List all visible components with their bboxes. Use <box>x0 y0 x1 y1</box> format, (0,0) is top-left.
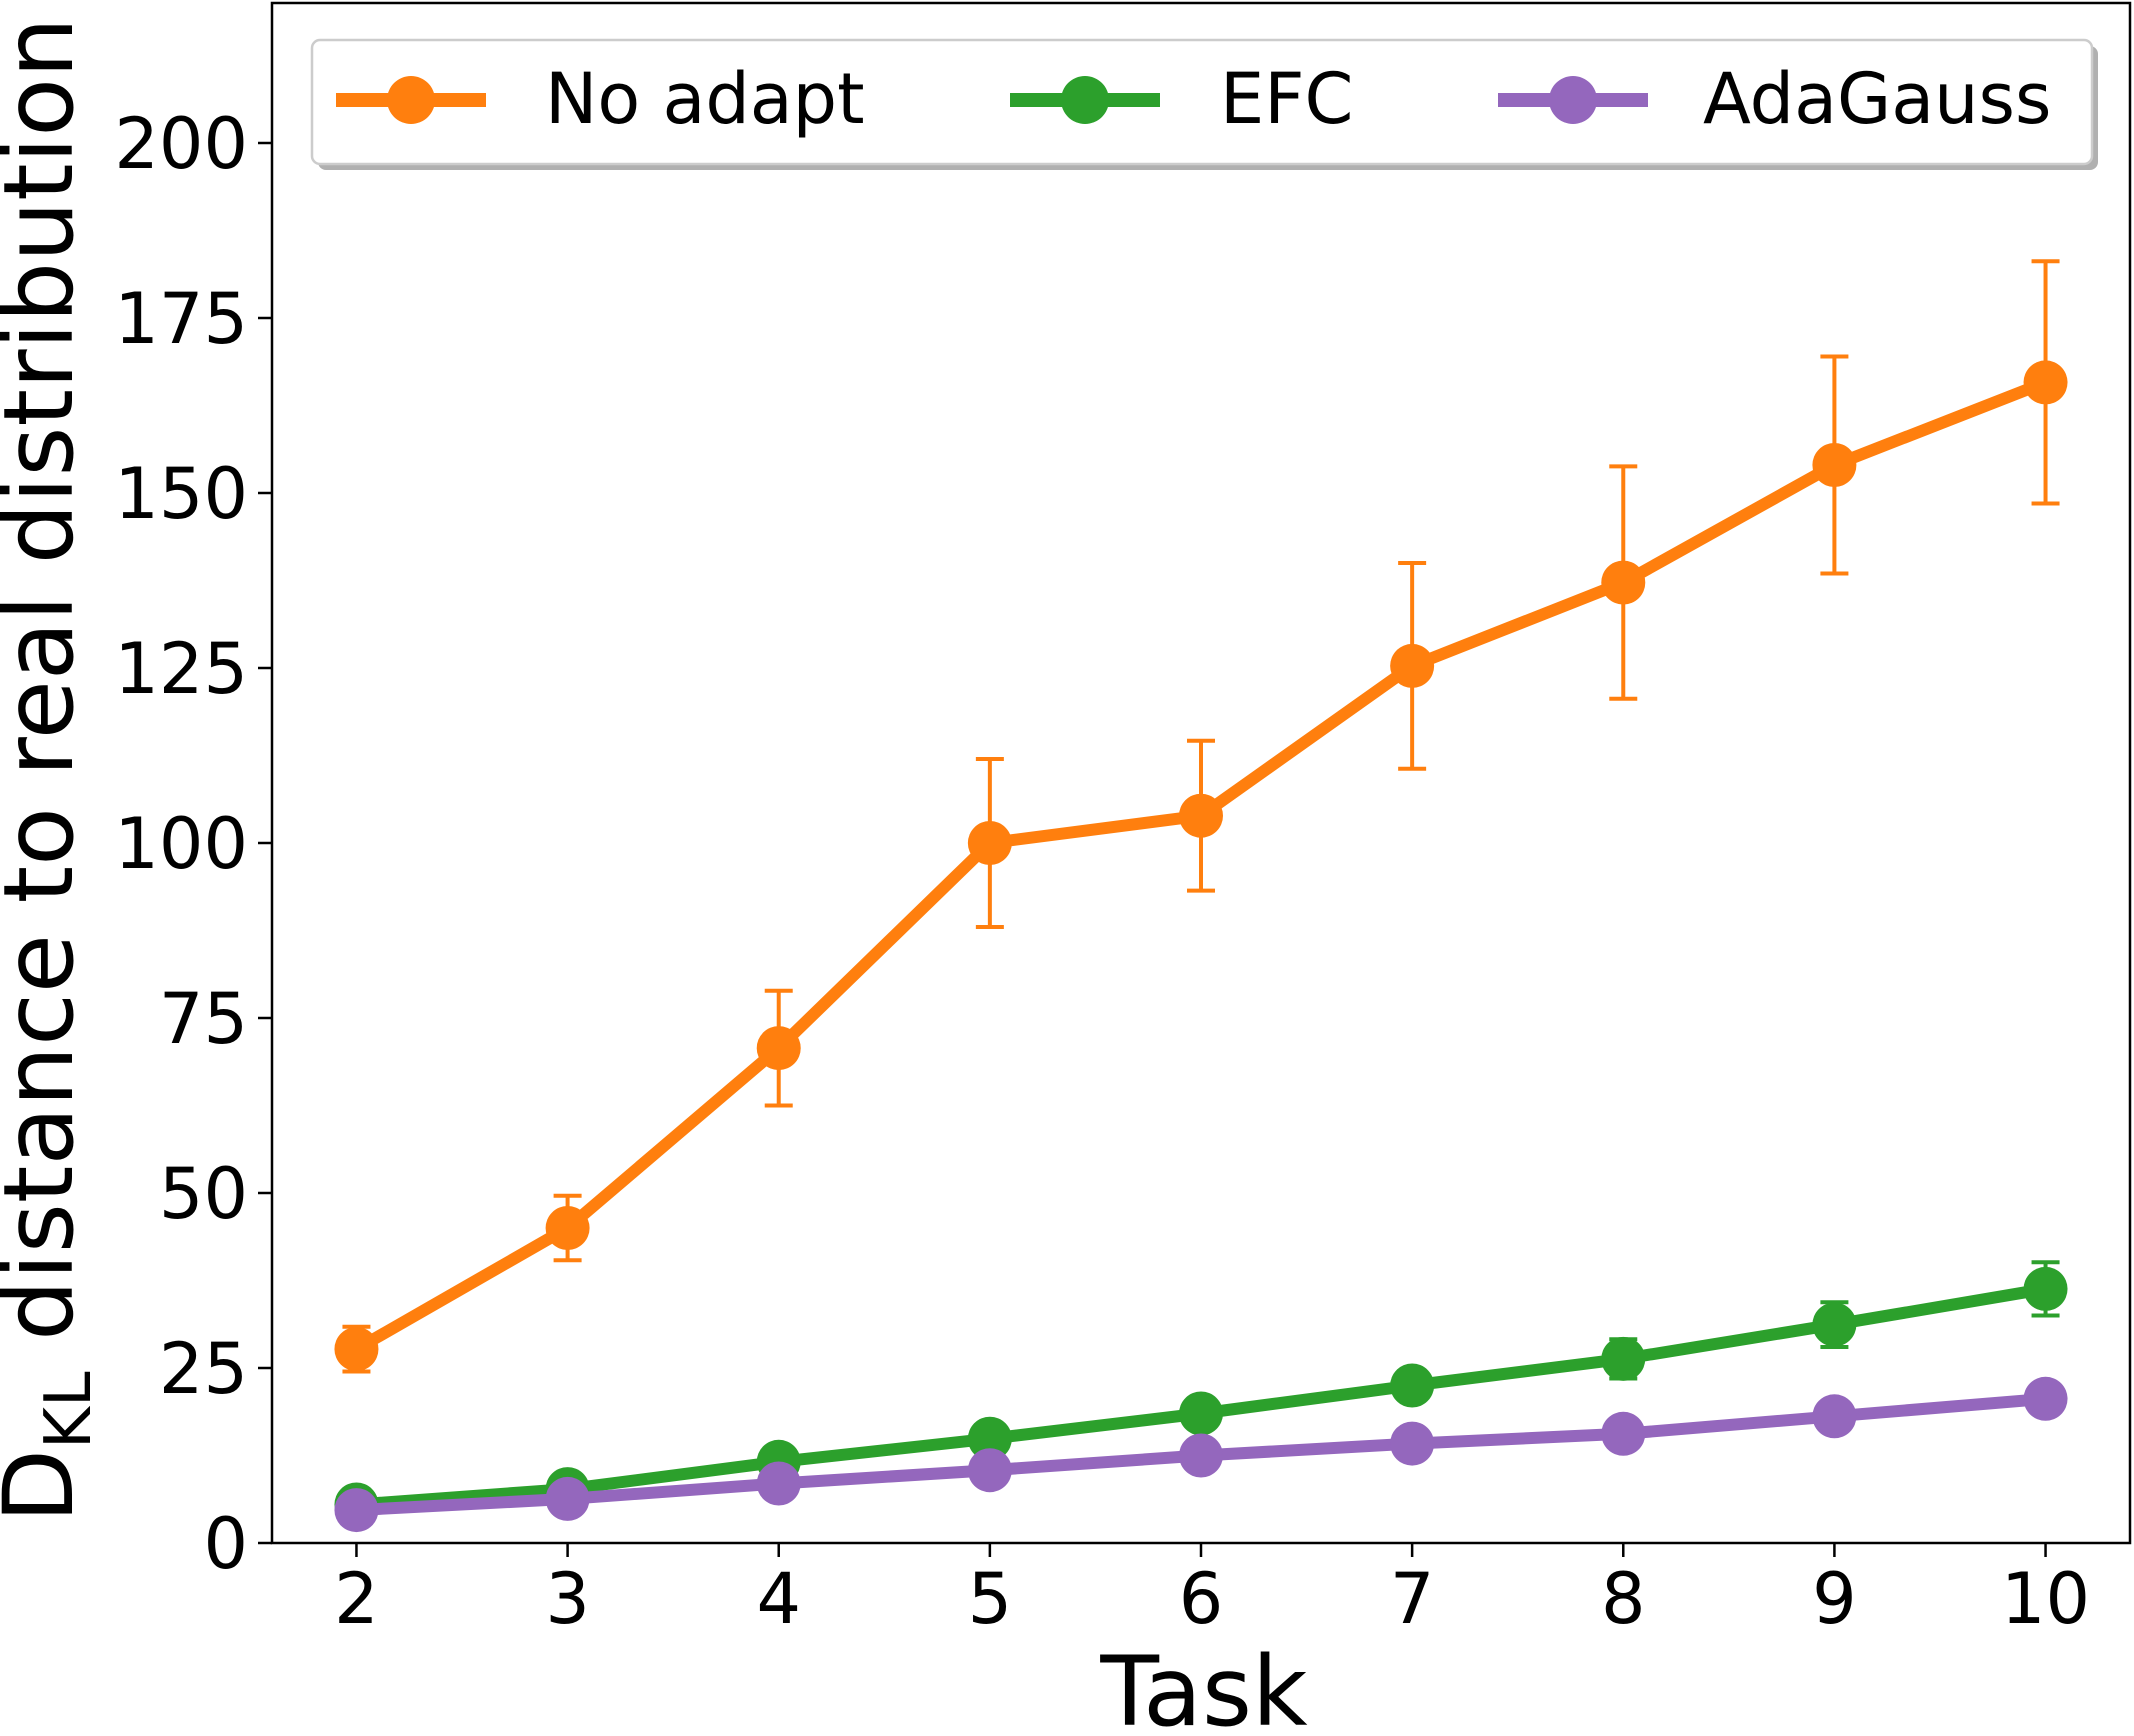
legend-entry-no-adapt: No adapt <box>336 58 865 140</box>
y-tick-label: 200 <box>114 103 248 185</box>
y-axis-title-main: D <box>0 1449 95 1523</box>
y-tick-label: 0 <box>203 1503 248 1585</box>
legend-marker-no-adapt <box>387 76 435 124</box>
y-tick-label: 175 <box>114 278 248 360</box>
data-point-adagauss <box>1390 1421 1435 1466</box>
data-point-no-adapt <box>1179 793 1223 838</box>
x-tick-label: 5 <box>968 1558 1013 1640</box>
y-tick-label: 150 <box>114 453 248 535</box>
x-tick-label: 9 <box>1812 1558 1857 1640</box>
plot-frame <box>270 1 2132 1545</box>
data-point-efc <box>1812 1302 1857 1347</box>
data-point-no-adapt <box>1390 643 1435 688</box>
series-efc <box>334 1260 2068 1527</box>
x-tick-label: 7 <box>1390 1558 1435 1640</box>
legend-label-efc: EFC <box>1220 58 1353 140</box>
data-point-adagauss <box>334 1488 379 1533</box>
legend: No adapt EFC AdaGauss <box>310 38 2098 170</box>
y-axis-title-subscript: KL <box>32 1371 106 1449</box>
data-point-no-adapt <box>334 1327 379 1372</box>
data-point-efc <box>2023 1266 2068 1311</box>
data-point-adagauss <box>756 1461 801 1506</box>
y-axis-title-rest: distance to real distribution <box>0 17 95 1371</box>
x-tick-label: 8 <box>1601 1558 1646 1640</box>
data-point-efc <box>967 1416 1012 1461</box>
y-axis-title: DKL distance to real distribution <box>0 17 106 1523</box>
y-tick-label: 75 <box>159 978 248 1060</box>
data-point-no-adapt <box>2023 360 2068 405</box>
legend-entry-adagauss: AdaGauss <box>1498 58 2051 140</box>
data-point-adagauss <box>2023 1376 2068 1421</box>
x-axis-title: Task <box>1099 1636 1308 1736</box>
x-tick-label: 6 <box>1179 1558 1224 1640</box>
data-point-adagauss <box>1812 1394 1857 1439</box>
series-layer <box>334 259 2068 1533</box>
data-point-adagauss <box>1179 1433 1223 1478</box>
series-no-adapt <box>334 259 2068 1374</box>
data-point-adagauss <box>545 1476 590 1521</box>
y-tick-label: 125 <box>114 628 248 710</box>
legend-entry-efc: EFC <box>1010 58 1353 140</box>
data-point-no-adapt <box>1812 443 1857 487</box>
x-tick-label: 10 <box>2001 1558 2090 1640</box>
x-tick-label: 2 <box>334 1558 379 1640</box>
legend-label-no-adapt: No adapt <box>545 58 865 140</box>
legend-marker-adagauss <box>1549 76 1597 124</box>
series-adagauss <box>334 1376 2068 1533</box>
data-point-adagauss <box>1601 1411 1646 1456</box>
x-tick-label: 4 <box>756 1558 801 1640</box>
data-point-no-adapt <box>967 821 1012 865</box>
legend-box <box>310 38 2094 166</box>
data-point-no-adapt <box>1601 560 1646 605</box>
data-point-efc <box>1601 1336 1646 1381</box>
data-point-efc <box>1179 1391 1223 1436</box>
data-point-adagauss <box>967 1448 1012 1493</box>
data-point-no-adapt <box>545 1206 590 1250</box>
x-tick-label: 3 <box>545 1558 590 1640</box>
legend-marker-efc <box>1061 76 1109 124</box>
y-tick-label: 50 <box>159 1153 248 1235</box>
data-point-efc <box>1390 1363 1435 1408</box>
y-tick-label: 25 <box>159 1328 248 1410</box>
data-point-no-adapt <box>756 1026 801 1071</box>
legend-label-adagauss: AdaGauss <box>1703 58 2051 140</box>
y-tick-label: 100 <box>114 803 248 885</box>
